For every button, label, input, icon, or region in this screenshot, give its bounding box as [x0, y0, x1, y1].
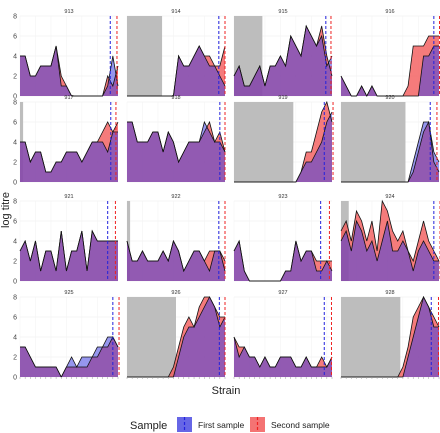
- y-tick-label: 2: [13, 355, 17, 362]
- shaded-region: [127, 297, 176, 377]
- y-tick-label: 2: [13, 160, 17, 167]
- y-axis-label: log titre: [0, 192, 12, 228]
- facet-label: 925: [64, 290, 73, 296]
- y-tick-label: 4: [13, 140, 17, 147]
- first-sample-line: [127, 120, 226, 164]
- facet-label: 922: [171, 194, 180, 200]
- facet-panel-928: 928: [340, 290, 440, 379]
- facet-label: 921: [64, 194, 73, 200]
- legend: Sample First sample Second sample: [130, 417, 330, 432]
- x-axis-label: Strain: [212, 385, 241, 397]
- legend-key-second: [250, 417, 265, 432]
- facet-label: 919: [278, 95, 287, 101]
- y-tick-label: 8: [13, 100, 17, 107]
- facet-panel-916: 916: [340, 9, 440, 97]
- facet-panel-913: 913 0 2 4 6 8: [13, 9, 119, 101]
- facet-panel-915: 915: [233, 9, 333, 97]
- facet-label: 920: [385, 95, 394, 101]
- first-sample-line: [233, 336, 333, 368]
- facet-panel-919: 919: [233, 95, 334, 183]
- y-tick-label: 8: [13, 295, 17, 302]
- first-sample-line: [341, 121, 440, 183]
- first-sample-area: [20, 46, 118, 96]
- facet-label: 916: [385, 9, 394, 15]
- first-sample-line: [340, 45, 439, 97]
- legend-title: Sample: [130, 420, 167, 432]
- y-tick-label: 0: [13, 279, 17, 286]
- facet-panel-926: 926: [126, 290, 226, 379]
- first-sample-area: [234, 112, 332, 182]
- facet-panel-923: 923: [233, 194, 333, 282]
- facet-panel-917: 917 0 2 4 6 8: [13, 95, 119, 187]
- first-sample-area: [127, 297, 225, 377]
- first-sample-line: [233, 239, 333, 282]
- first-sample-line: [127, 45, 226, 97]
- y-tick-label: 8: [13, 199, 17, 206]
- shaded-region: [234, 102, 294, 182]
- facet-label: 917: [64, 95, 73, 101]
- shaded-region: [341, 102, 406, 182]
- first-sample-area: [127, 241, 225, 281]
- facet-panel-924: 924: [340, 194, 440, 282]
- first-sample-line: [233, 24, 333, 87]
- legend-label-second: Second sample: [271, 420, 330, 430]
- facet-label: 914: [171, 9, 180, 15]
- first-sample-line: [234, 111, 333, 183]
- y-tick-label: 8: [13, 14, 17, 21]
- y-tick-label: 6: [13, 34, 17, 41]
- facet-panel-922: 922: [126, 194, 226, 282]
- first-sample-area: [341, 46, 439, 96]
- facet-label: 927: [278, 290, 287, 296]
- first-sample-area: [20, 132, 118, 182]
- y-tick-label: 0: [13, 375, 17, 382]
- facet-panels: 913 0 2 4 6 8 914 915 916 917 0 2 4 6 8 918 919 920 921 0 2 4…: [13, 9, 440, 382]
- facet-label: 924: [385, 194, 394, 200]
- y-tick-label: 2: [13, 259, 17, 266]
- second-sample-line: [340, 199, 440, 263]
- y-tick-label: 6: [13, 120, 17, 127]
- shaded-region: [127, 201, 131, 281]
- y-tick-label: 0: [13, 180, 17, 187]
- y-tick-label: 2: [13, 74, 17, 81]
- y-tick-label: 4: [13, 335, 17, 342]
- first-sample-area: [127, 46, 225, 96]
- y-tick-label: 6: [13, 219, 17, 226]
- legend-key-first: [177, 417, 192, 432]
- facet-label: 915: [278, 9, 287, 15]
- first-sample-line: [19, 229, 118, 272]
- shaded-region: [341, 297, 401, 377]
- legend-label-first: First sample: [198, 420, 245, 430]
- first-sample-area: [341, 297, 439, 377]
- facet-label: 923: [278, 194, 287, 200]
- first-sample-line: [341, 295, 439, 378]
- first-sample-line: [126, 239, 226, 273]
- shaded-region: [127, 16, 163, 96]
- facet-label: 926: [171, 290, 180, 296]
- facet-panel-918: 918: [126, 95, 226, 183]
- first-sample-line: [20, 45, 119, 97]
- first-sample-line: [340, 219, 439, 272]
- facet-panel-920: 920: [340, 95, 440, 183]
- first-sample-line: [127, 296, 226, 378]
- facet-panel-925: 925 0 2 4 6 8: [13, 290, 120, 382]
- facet-panel-921: 921 0 2 4 6 8: [13, 194, 118, 286]
- facet-panel-914: 914: [126, 9, 226, 97]
- first-sample-line: [20, 336, 119, 378]
- facet-label: 918: [171, 95, 180, 101]
- y-tick-label: 4: [13, 54, 17, 61]
- first-sample-line: [20, 131, 118, 173]
- second-sample-area: [341, 36, 439, 96]
- y-tick-label: 4: [13, 239, 17, 246]
- y-tick-label: 6: [13, 315, 17, 322]
- first-sample-area: [20, 231, 118, 281]
- facet-label: 928: [385, 290, 394, 296]
- y-tick-label: 0: [13, 94, 17, 101]
- facet-panel-927: 927: [233, 290, 333, 379]
- facet-label: 913: [64, 9, 73, 15]
